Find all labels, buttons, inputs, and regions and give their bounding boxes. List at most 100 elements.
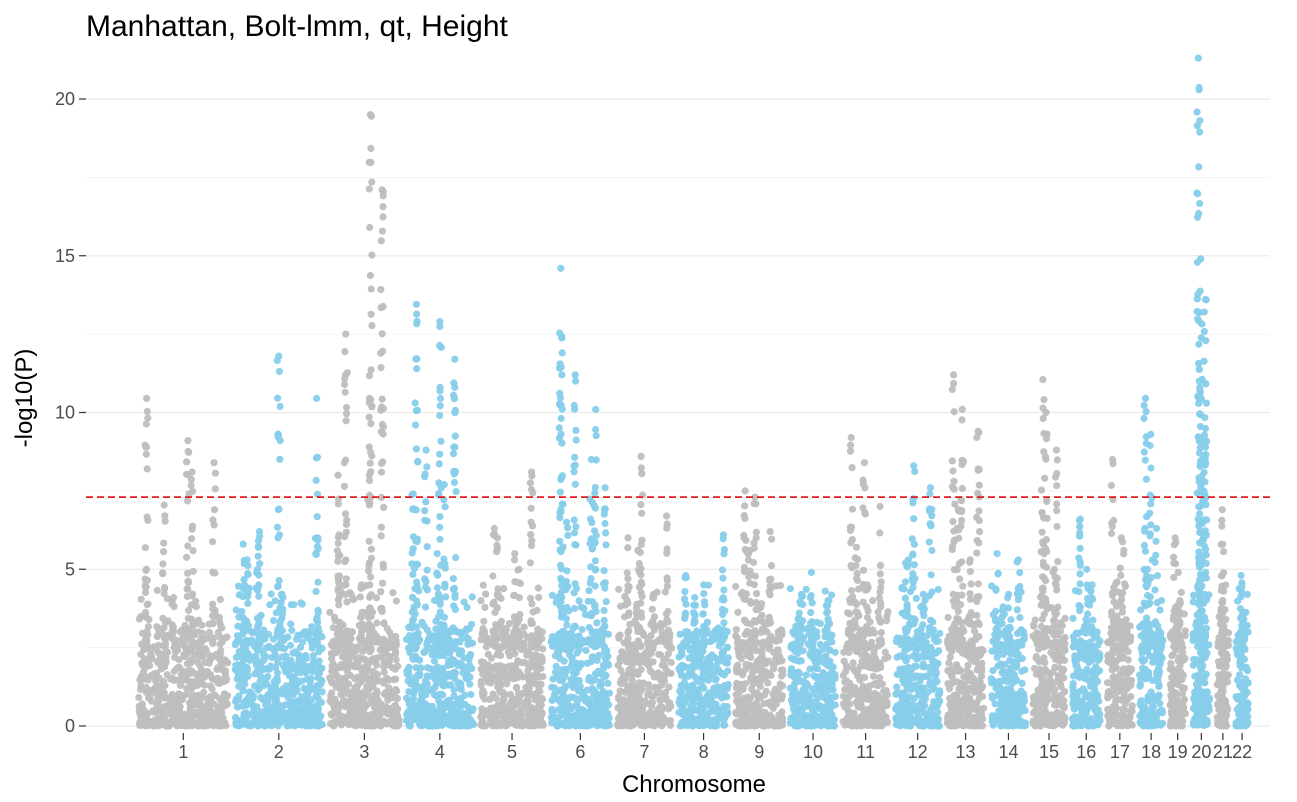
snp-point bbox=[421, 516, 429, 524]
snp-point bbox=[298, 677, 306, 685]
snp-point bbox=[487, 704, 495, 713]
snp-point bbox=[807, 609, 815, 617]
snp-point bbox=[365, 185, 373, 193]
snp-point bbox=[386, 654, 394, 663]
snp-point bbox=[461, 700, 469, 708]
snp-point bbox=[391, 701, 399, 709]
snp-point bbox=[445, 657, 453, 666]
snp-point bbox=[141, 655, 149, 663]
snp-point bbox=[423, 566, 431, 574]
peak-point bbox=[637, 452, 645, 460]
snp-point bbox=[251, 670, 259, 678]
snp-point bbox=[601, 506, 609, 514]
snp-point bbox=[366, 459, 374, 467]
snp-point bbox=[828, 674, 836, 683]
snp-point bbox=[778, 695, 786, 703]
snp-point bbox=[699, 642, 708, 651]
snp-point bbox=[808, 618, 816, 626]
snp-point bbox=[194, 628, 202, 636]
snp-point bbox=[790, 683, 798, 691]
snp-point bbox=[334, 641, 343, 649]
snp-point bbox=[352, 647, 360, 655]
snp-point bbox=[741, 502, 749, 510]
snp-point bbox=[663, 520, 671, 528]
chromosome-10-points bbox=[786, 568, 840, 730]
snp-point bbox=[412, 445, 420, 453]
snp-point bbox=[192, 597, 200, 605]
snp-point bbox=[219, 720, 227, 728]
snp-point bbox=[526, 479, 534, 487]
snp-point bbox=[139, 661, 147, 669]
snp-point bbox=[797, 600, 805, 608]
snp-point bbox=[314, 669, 322, 677]
snp-point bbox=[256, 560, 264, 568]
snp-point bbox=[171, 643, 179, 651]
snp-point bbox=[464, 714, 472, 723]
snp-point bbox=[341, 558, 349, 566]
snp-point bbox=[182, 691, 190, 699]
snp-point bbox=[216, 595, 224, 604]
snp-point bbox=[558, 472, 567, 480]
snp-point bbox=[431, 707, 439, 715]
snp-point bbox=[451, 409, 459, 417]
snp-point bbox=[451, 605, 459, 614]
snp-point bbox=[663, 549, 671, 557]
snp-point bbox=[436, 535, 444, 543]
snp-point bbox=[181, 672, 190, 680]
snp-point bbox=[814, 681, 822, 689]
snp-point bbox=[260, 656, 268, 664]
snp-point bbox=[477, 713, 485, 721]
snp-point bbox=[379, 347, 387, 355]
snp-point bbox=[189, 547, 197, 555]
data-points bbox=[135, 54, 1252, 730]
snp-point bbox=[262, 665, 270, 673]
snp-point bbox=[268, 653, 276, 662]
snp-point bbox=[148, 697, 156, 705]
snp-point bbox=[823, 640, 831, 648]
snp-point bbox=[714, 624, 722, 632]
snp-point bbox=[719, 636, 727, 644]
snp-point bbox=[449, 450, 458, 458]
snp-point bbox=[773, 689, 782, 697]
snp-point bbox=[180, 651, 188, 659]
snp-point bbox=[720, 619, 728, 627]
snp-point bbox=[209, 569, 217, 577]
snp-point bbox=[741, 722, 750, 730]
snp-point bbox=[419, 686, 427, 694]
snp-point bbox=[737, 655, 745, 663]
snp-point bbox=[449, 391, 458, 399]
snp-point bbox=[244, 599, 252, 608]
snp-point bbox=[377, 588, 385, 596]
snp-point bbox=[256, 640, 264, 648]
snp-point bbox=[750, 539, 758, 547]
snp-point bbox=[155, 649, 163, 658]
snp-point bbox=[272, 663, 280, 672]
snp-point bbox=[278, 690, 286, 698]
snp-point bbox=[494, 623, 502, 631]
peak-point bbox=[378, 186, 386, 194]
snp-point bbox=[443, 715, 451, 723]
snp-point bbox=[563, 567, 571, 575]
snp-point bbox=[633, 612, 641, 620]
snp-point bbox=[351, 722, 359, 730]
snp-point bbox=[535, 673, 543, 681]
snp-point bbox=[436, 450, 444, 458]
snp-point bbox=[572, 713, 581, 721]
snp-point bbox=[786, 585, 795, 593]
snp-point bbox=[232, 720, 240, 728]
snp-point bbox=[754, 719, 763, 727]
snp-point bbox=[801, 699, 809, 707]
snp-point bbox=[209, 516, 217, 524]
snp-point bbox=[516, 643, 524, 652]
snp-point bbox=[260, 651, 268, 659]
snp-point bbox=[691, 601, 700, 610]
snp-point bbox=[343, 369, 351, 377]
snp-point bbox=[239, 702, 247, 710]
snp-point bbox=[766, 619, 775, 627]
snp-point bbox=[765, 576, 774, 584]
snp-point bbox=[534, 625, 542, 633]
snp-point bbox=[533, 606, 541, 615]
snp-point bbox=[591, 489, 599, 497]
snp-point bbox=[150, 708, 158, 716]
snp-point bbox=[342, 410, 351, 418]
